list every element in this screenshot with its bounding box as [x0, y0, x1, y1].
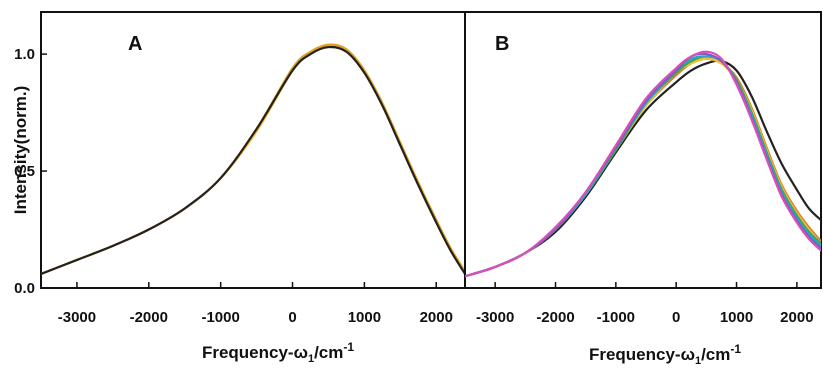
panel-a-series-line-2	[41, 47, 465, 274]
panel-a-x-tick-label: 0	[288, 309, 296, 326]
panel-a-x-axis-title: Frequency-ω1/cm-1	[202, 340, 354, 365]
panel-b-x-tick-label: -3000	[476, 309, 514, 326]
panel-b-xlabel-sup: -1	[730, 342, 741, 356]
panel-b-series-line-2	[465, 59, 821, 277]
panel-b-series-line-5	[465, 56, 821, 276]
panel-a-label: A	[128, 33, 142, 55]
panel-a-y-tick-label: 0.5	[14, 163, 35, 180]
panel-a-y-ticks: 0.0 0.5 1.0	[14, 46, 47, 297]
panel-a-series	[41, 45, 465, 274]
panel-b-series-line-3	[465, 59, 821, 277]
panel-b-x-tick-label: -2000	[536, 309, 574, 326]
panel-a-xlabel-sup: -1	[343, 340, 354, 354]
panel-a-x-tick-label: 2000	[420, 309, 453, 326]
panel-a: A -3000 -2000 -1000 0 1000 2000 0.0 0.5 1.0 Fre…	[14, 12, 465, 365]
panel-a-xlabel-unit: /cm	[314, 343, 343, 362]
panel-b-series-line-7	[465, 52, 821, 277]
panel-b-series	[465, 52, 821, 277]
panel-a-x-tick-label: -1000	[201, 309, 239, 326]
panel-a-y-tick-label: 0.0	[14, 280, 35, 297]
panel-b-series-line-1	[465, 61, 821, 277]
panel-b-xlabel-unit: /cm	[701, 345, 730, 364]
panel-b-x-tick-label: 0	[672, 309, 680, 326]
panel-a-series-line-3	[41, 45, 465, 274]
panel-b-series-line-6	[465, 54, 821, 277]
panel-a-y-tick-label: 1.0	[14, 46, 35, 63]
panel-a-x-tick-label: -3000	[58, 309, 96, 326]
panel-a-x-tick-label: 1000	[348, 309, 381, 326]
panel-b: B -3000 -2000 -1000 0 1000 2000 Frequency-ω1/…	[465, 12, 821, 367]
panel-b-series-line-4	[465, 56, 821, 276]
panel-a-x-tick-label: -2000	[130, 309, 168, 326]
panel-a-series-line-4	[41, 47, 465, 274]
panel-b-label: B	[495, 33, 509, 55]
y-axis-title: Intensity(norm.)	[11, 86, 30, 214]
panel-a-series-line-1	[41, 45, 465, 274]
panel-b-xlabel-main: Frequency-ω	[589, 345, 695, 364]
panel-b-x-tick-label: 2000	[780, 309, 813, 326]
panel-b-x-tick-label: -1000	[597, 309, 635, 326]
panel-b-x-tick-label: 1000	[720, 309, 753, 326]
panel-b-x-axis-title: Frequency-ω1/cm-1	[589, 342, 741, 367]
panel-a-xlabel-main: Frequency-ω	[202, 343, 308, 362]
